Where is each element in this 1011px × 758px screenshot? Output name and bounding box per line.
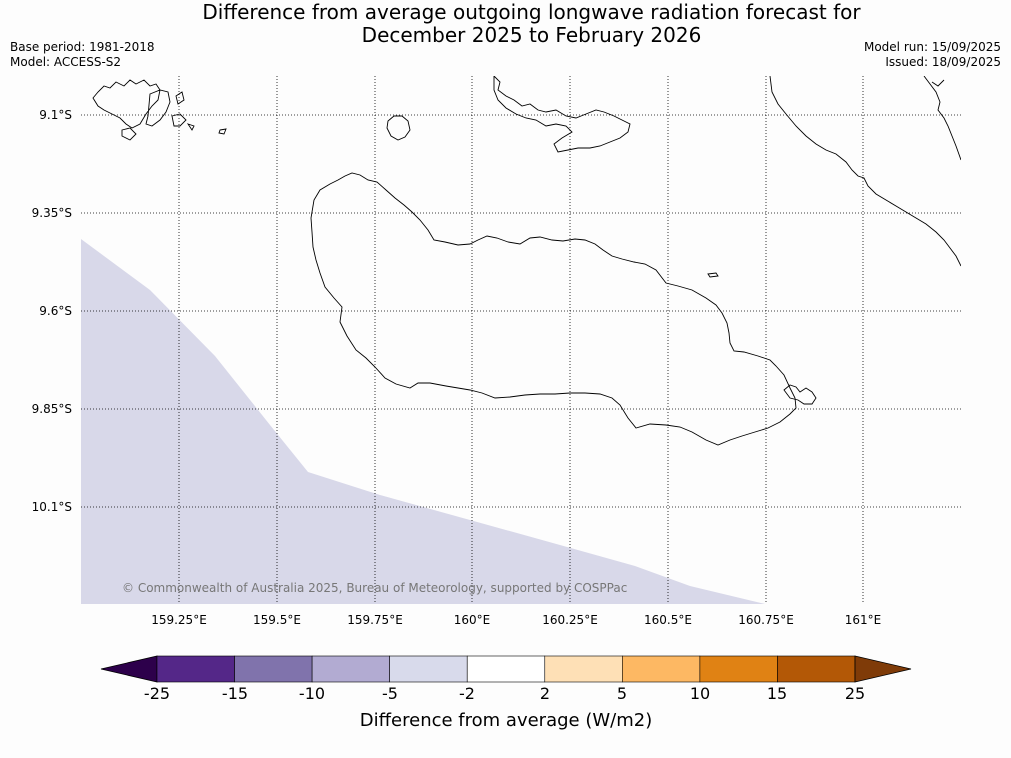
lon-label: 160.25°E bbox=[542, 613, 598, 627]
graticule bbox=[81, 76, 961, 604]
lat-label: 9.6°S bbox=[39, 304, 72, 318]
base-period: Base period: 1981-2018 bbox=[10, 40, 155, 54]
colorbar-label: Difference from average (W/m2) bbox=[360, 710, 652, 731]
main-island-coastline bbox=[310, 172, 797, 446]
colorbar-tick: -25 bbox=[144, 684, 170, 703]
colorbar-tick: -15 bbox=[222, 684, 248, 703]
colorbar-bin bbox=[311, 655, 390, 683]
northwest-islands bbox=[92, 79, 227, 141]
issued-date: Issued: 18/09/2025 bbox=[885, 55, 1001, 69]
lon-label: 160.5°E bbox=[644, 613, 692, 627]
lat-label: 9.85°S bbox=[32, 402, 72, 416]
colorbar-bin bbox=[156, 655, 235, 683]
colorbar-bin bbox=[466, 655, 546, 683]
lon-label: 160°E bbox=[454, 613, 491, 627]
title-line-1: Difference from average outgoing longwav… bbox=[202, 0, 861, 24]
lat-label: 9.35°S bbox=[32, 206, 72, 220]
colorbar-bin bbox=[544, 655, 623, 683]
colorbar bbox=[100, 655, 912, 683]
colorbar-bin bbox=[777, 655, 856, 683]
north-central-islands bbox=[493, 76, 631, 153]
longitude-labels: 159.25°E 159.5°E 159.75°E 160°E 160.25°E… bbox=[151, 613, 881, 627]
lat-label: 9.1°S bbox=[39, 108, 72, 122]
colorbar-tick: 15 bbox=[767, 684, 787, 703]
colorbar-tick: -2 bbox=[459, 684, 475, 703]
map-area: © Commonwealth of Australia 2025, Bureau… bbox=[81, 76, 961, 604]
northeast-coastline bbox=[769, 76, 961, 267]
colorbar-bin bbox=[699, 655, 778, 683]
colorbar-under-arrow bbox=[100, 655, 158, 683]
map-title: Difference from average outgoing longwav… bbox=[0, 1, 1011, 47]
meta-left: Base period: 1981-2018 Model: ACCESS-S2 bbox=[10, 40, 155, 70]
latitude-labels: 9.1°S 9.35°S 9.6°S 9.85°S 10.1°S bbox=[32, 108, 72, 514]
round-island bbox=[386, 115, 411, 141]
title-line-2: December 2025 to February 2026 bbox=[361, 23, 702, 47]
colorbar-tick: 5 bbox=[617, 684, 627, 703]
colorbar-bin bbox=[234, 655, 313, 683]
colorbar-tick: -5 bbox=[382, 684, 398, 703]
colorbar-over-arrow bbox=[854, 655, 912, 683]
anomaly-region bbox=[81, 239, 765, 604]
lon-label: 159.25°E bbox=[151, 613, 207, 627]
colorbar-tick: 2 bbox=[540, 684, 550, 703]
islet-small bbox=[707, 272, 719, 278]
colorbar-bin bbox=[389, 655, 468, 683]
lon-label: 160.75°E bbox=[738, 613, 794, 627]
model-name: Model: ACCESS-S2 bbox=[10, 55, 122, 69]
lon-label: 159.75°E bbox=[347, 613, 403, 627]
colorbar-tick: -10 bbox=[299, 684, 325, 703]
colorbar-tick: 25 bbox=[845, 684, 865, 703]
colorbar-bin bbox=[622, 655, 701, 683]
lon-label: 159.5°E bbox=[253, 613, 301, 627]
lon-label: 161°E bbox=[845, 613, 882, 627]
meta-right: Model run: 15/09/2025 Issued: 18/09/2025 bbox=[864, 40, 1001, 70]
model-run: Model run: 15/09/2025 bbox=[863, 40, 1001, 54]
lat-label: 10.1°S bbox=[32, 500, 72, 514]
east-islets bbox=[783, 384, 817, 405]
copyright-text: © Commonwealth of Australia 2025, Bureau… bbox=[122, 581, 627, 595]
colorbar-tick: 10 bbox=[690, 684, 710, 703]
colorbar-tick-labels: -25 -15 -10 -5 -2 2 5 10 15 25 bbox=[144, 684, 865, 703]
